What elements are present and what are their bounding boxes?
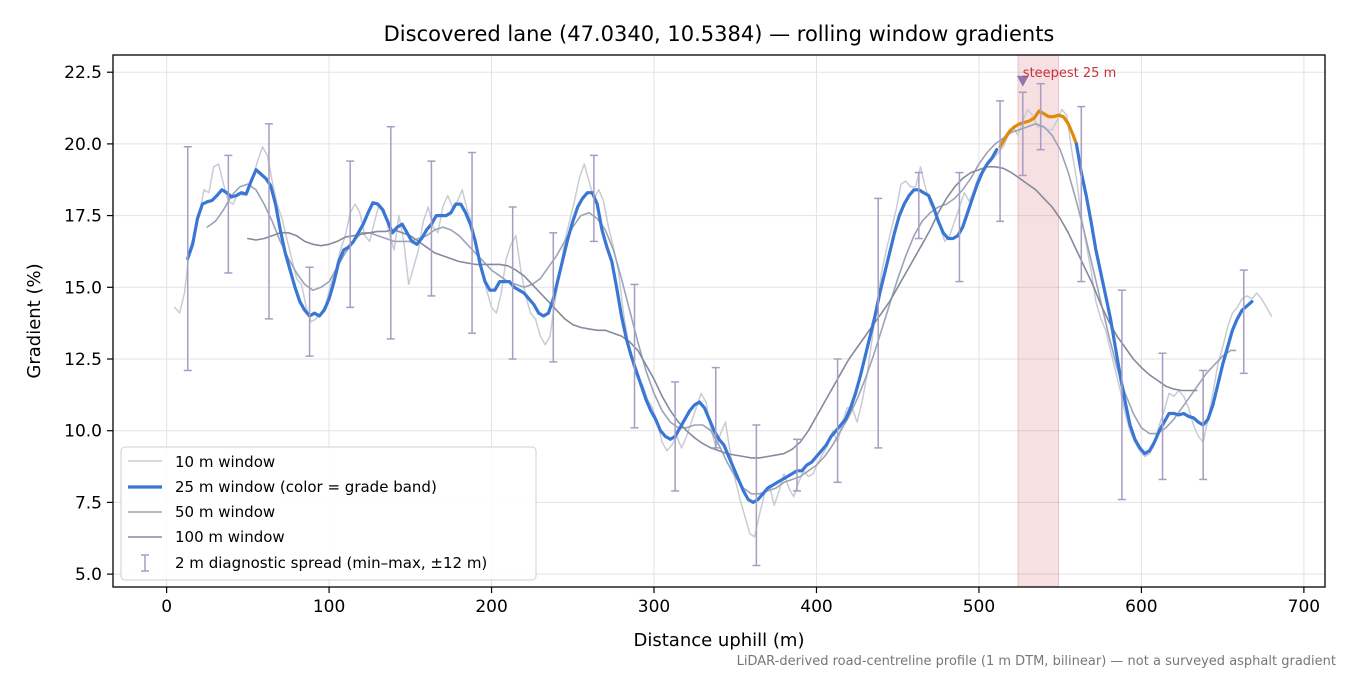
errorbar xyxy=(752,424,761,567)
y-tick-label: 17.5 xyxy=(64,207,102,227)
y-axis-label: Gradient (%) xyxy=(24,263,45,378)
x-tick-label: 400 xyxy=(800,597,832,617)
y-tick-label: 12.5 xyxy=(64,350,102,370)
errorbar xyxy=(1199,369,1208,481)
errorbar xyxy=(183,146,192,372)
legend-label-100m: 100 m window xyxy=(175,528,285,546)
errorbar-layer xyxy=(183,82,1248,567)
errorbar xyxy=(264,123,273,320)
annotation: steepest 25 m xyxy=(1016,66,1116,87)
x-tick-label: 700 xyxy=(1288,597,1320,617)
errorbar xyxy=(427,160,436,297)
x-tick-label: 0 xyxy=(161,597,172,617)
x-tick-label: 100 xyxy=(313,597,345,617)
annotation-marker xyxy=(1016,75,1029,87)
errorbar xyxy=(833,358,842,484)
legend-label-25m: 25 m window (color = grade band) xyxy=(175,478,437,496)
y-tick-label: 15.0 xyxy=(64,278,102,298)
annotation-label: steepest 25 m xyxy=(1023,66,1116,81)
y-tick-label: 10.0 xyxy=(64,422,102,442)
series-lines xyxy=(173,108,1273,538)
errorbar xyxy=(874,197,883,449)
legend-swatch-errorbar xyxy=(141,554,149,572)
x-tick-label: 600 xyxy=(1125,597,1157,617)
errorbar xyxy=(1117,289,1126,501)
chart-title: Discovered lane (47.0340, 10.5384) — rol… xyxy=(384,22,1055,46)
errorbar xyxy=(468,151,477,334)
series-25m-steep-line xyxy=(998,109,1078,149)
errorbar xyxy=(346,160,355,309)
errorbar xyxy=(508,206,517,360)
series-25m-tail-line xyxy=(1074,142,1254,456)
x-tick-label: 500 xyxy=(963,597,995,617)
x-tick-label: 200 xyxy=(475,597,507,617)
legend-box xyxy=(120,446,537,581)
series-25m-line xyxy=(186,148,999,504)
errorbar xyxy=(1077,105,1086,283)
errorbar xyxy=(1239,269,1248,375)
errorbar xyxy=(1018,91,1027,177)
y-tick-label: 20.0 xyxy=(64,135,102,155)
y-tick-label: 22.5 xyxy=(64,63,102,83)
errorbar xyxy=(630,283,639,429)
legend-label-errorbar: 2 m diagnostic spread (min–max, ±12 m) xyxy=(175,554,487,572)
errorbar xyxy=(224,154,233,274)
errorbar xyxy=(996,100,1005,223)
errorbar xyxy=(549,232,558,363)
errorbar xyxy=(671,381,680,492)
errorbar xyxy=(1158,352,1167,481)
errorbar xyxy=(1036,82,1045,151)
legend-label-10m: 10 m window xyxy=(175,453,275,471)
x-tick-label: 300 xyxy=(638,597,670,617)
series-50m-line xyxy=(206,123,1237,495)
series-10m-line xyxy=(173,108,1273,538)
plot-frame xyxy=(112,54,1326,588)
errorbar xyxy=(792,438,801,492)
errorbar xyxy=(955,171,964,283)
axes-ticks: 0 100 200 300 400 500 600 700 5.0 7.5 10.0 12.5 15.0… xyxy=(64,63,1320,617)
errorbar xyxy=(711,366,720,449)
y-tick-label: 7.5 xyxy=(75,493,102,513)
y-tick-label: 5.0 xyxy=(75,565,102,585)
errorbar xyxy=(589,154,598,243)
x-axis-label: Distance uphill (m) xyxy=(634,630,805,651)
errorbar xyxy=(305,266,314,357)
errorbar xyxy=(914,171,923,240)
footnote: LiDAR-derived road-centreline profile (1… xyxy=(737,654,1336,669)
legend: 10 m window 25 m window (color = grade b… xyxy=(120,446,537,581)
legend-label-50m: 50 m window xyxy=(175,503,275,521)
errorbar xyxy=(386,125,395,340)
